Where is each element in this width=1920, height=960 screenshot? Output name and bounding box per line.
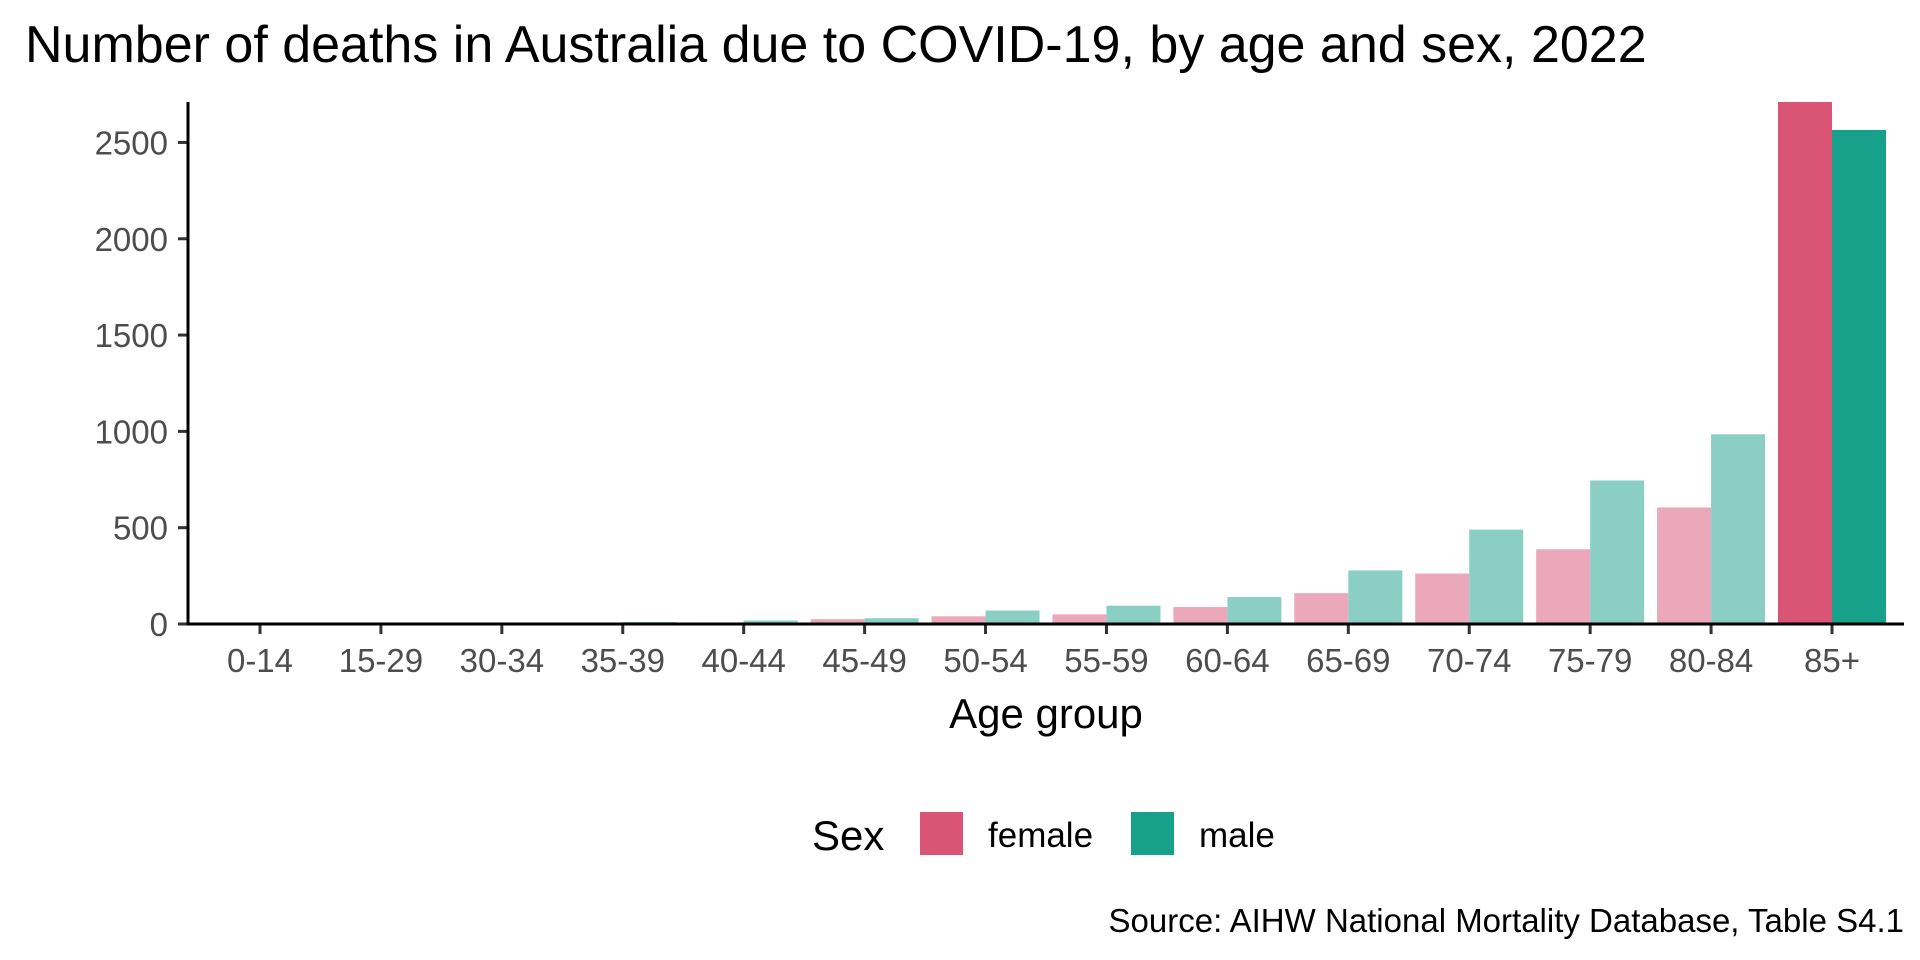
x-tick-label-35-39: 35-39 bbox=[581, 642, 665, 679]
bar-male-80-84 bbox=[1711, 434, 1766, 624]
legend-swatch-male bbox=[1131, 812, 1174, 855]
x-tick-label-55-59: 55-59 bbox=[1064, 642, 1148, 679]
x-tick-label-75-79: 75-79 bbox=[1548, 642, 1632, 679]
bar-female-60-64 bbox=[1173, 607, 1228, 624]
y-tick-label-0: 0 bbox=[150, 606, 168, 643]
x-tick-label-15-29: 15-29 bbox=[339, 642, 423, 679]
x-tick-label-85+: 85+ bbox=[1804, 642, 1860, 679]
bar-male-40-44 bbox=[743, 620, 798, 624]
y-tick-label-2000: 2000 bbox=[95, 221, 168, 258]
x-axis: 0-14 15-29 30-34 35-39 40-44 45-49 50-54 55-59 6… bbox=[186, 622, 1904, 679]
y-tick-label-1500: 1500 bbox=[95, 317, 168, 354]
bar-female-75-79 bbox=[1536, 549, 1591, 624]
y-tick-label-1000: 1000 bbox=[95, 413, 168, 450]
x-tick-label-30-34: 30-34 bbox=[460, 642, 544, 679]
legend: Sex female male bbox=[812, 812, 1275, 859]
legend-label-male: male bbox=[1199, 816, 1275, 855]
bar-female-80-84 bbox=[1657, 507, 1712, 624]
bar-female-70-74 bbox=[1415, 573, 1470, 624]
x-axis-title: Age group bbox=[949, 690, 1143, 737]
bars-layer bbox=[206, 102, 1886, 625]
y-axis: 0 500 1000 1500 2000 2500 bbox=[95, 102, 190, 643]
x-tick-label-40-44: 40-44 bbox=[701, 642, 785, 679]
bar-male-50-54 bbox=[985, 610, 1040, 624]
bar-female-85+ bbox=[1778, 102, 1832, 624]
x-tick-label-60-64: 60-64 bbox=[1185, 642, 1269, 679]
source-caption: Source: AIHW National Mortality Database… bbox=[1109, 902, 1904, 939]
bar-male-55-59 bbox=[1106, 605, 1161, 624]
chart-title: Number of deaths in Australia due to COV… bbox=[25, 16, 1647, 74]
bar-female-45-49 bbox=[810, 619, 865, 624]
x-tick-label-0-14: 0-14 bbox=[227, 642, 293, 679]
bar-male-70-74 bbox=[1469, 529, 1524, 624]
legend-title: Sex bbox=[812, 812, 884, 859]
x-tick-label-45-49: 45-49 bbox=[822, 642, 906, 679]
y-tick-label-2500: 2500 bbox=[95, 124, 168, 161]
bar-male-85+ bbox=[1832, 129, 1886, 625]
x-tick-label-50-54: 50-54 bbox=[943, 642, 1027, 679]
x-tick-label-80-84: 80-84 bbox=[1669, 642, 1753, 679]
x-tick-label-65-69: 65-69 bbox=[1306, 642, 1390, 679]
bar-female-55-59 bbox=[1052, 614, 1107, 624]
legend-swatch-female bbox=[920, 812, 963, 855]
legend-label-female: female bbox=[988, 816, 1093, 855]
bar-male-45-49 bbox=[864, 618, 919, 624]
bar-female-50-54 bbox=[931, 616, 986, 624]
bar-male-75-79 bbox=[1590, 480, 1645, 624]
x-tick-label-70-74: 70-74 bbox=[1427, 642, 1511, 679]
bar-male-60-64 bbox=[1227, 597, 1282, 624]
y-tick-label-500: 500 bbox=[113, 510, 168, 547]
bar-male-65-69 bbox=[1348, 570, 1403, 624]
bar-female-65-69 bbox=[1294, 593, 1349, 624]
